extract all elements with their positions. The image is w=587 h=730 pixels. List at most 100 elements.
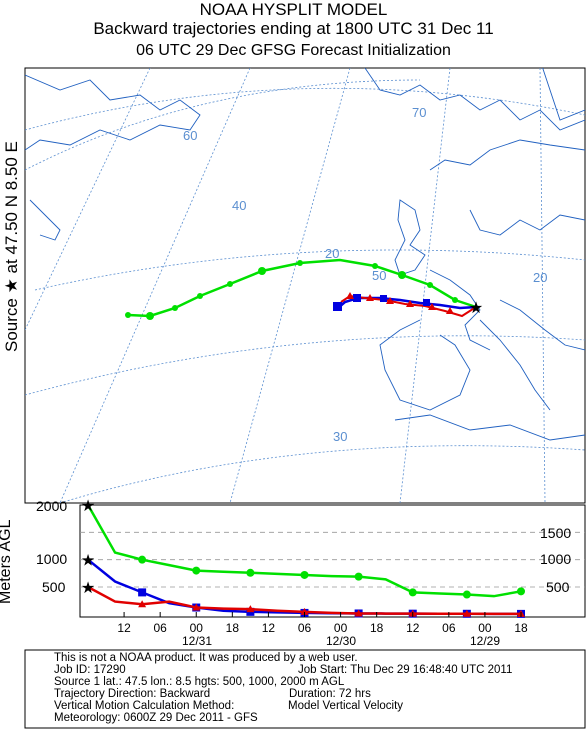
- footer-source: Source 1 lat.: 47.5 lon.: 8.5 hgts: 500,…: [54, 676, 345, 688]
- blue-marker: [353, 294, 361, 302]
- green-marker: [398, 271, 406, 279]
- green-marker: [172, 305, 178, 311]
- trajectory-2000m-markers: [125, 260, 458, 320]
- green-marker: [125, 312, 131, 318]
- green-marker: [372, 263, 378, 269]
- contour-labels: 70 60 40 20 50 20 30: [183, 105, 547, 444]
- contour-label: 20: [325, 246, 339, 261]
- height-point-circle: [300, 570, 309, 579]
- start-star-icon: ★: [81, 553, 95, 570]
- red-marker: [428, 303, 436, 310]
- height-gridlines: [80, 531, 585, 588]
- height-point-circle: [138, 555, 147, 564]
- height-point-triangle: [246, 605, 255, 613]
- map-trajectories: ★: [125, 258, 483, 320]
- footer-direction: Trajectory Direction: Backward: [54, 688, 211, 700]
- green-marker: [227, 281, 233, 287]
- green-marker: [258, 267, 266, 275]
- green-marker: [427, 282, 433, 288]
- x-tick-label: 06: [298, 621, 312, 635]
- height-point-triangle: [354, 609, 363, 617]
- green-marker: [146, 312, 154, 320]
- footer-vertical-value: Model Vertical Velocity: [288, 700, 404, 712]
- blue-marker: [423, 299, 430, 306]
- footer-frame: [24, 649, 586, 729]
- height-point-circle: [408, 588, 417, 597]
- height-point-triangle: [138, 600, 147, 608]
- x-tick-label: 00: [478, 621, 492, 635]
- contour-label: 30: [333, 429, 347, 444]
- x-tick-label: 18: [370, 621, 384, 635]
- contour-label: 60: [183, 128, 197, 143]
- job-info-footer: This is not a NOAA product. It was produ…: [49, 650, 587, 730]
- x-tick-label: 12: [262, 621, 276, 635]
- footer-disclaimer: This is not a NOAA product. It was produ…: [54, 652, 358, 664]
- x-tick-label: 06: [153, 621, 167, 635]
- date-label: 12/30: [326, 634, 356, 648]
- red-marker: [406, 300, 414, 307]
- footer-vertical-label: Vertical Motion Calculation Method:: [54, 700, 235, 712]
- height-point-circle: [192, 566, 201, 575]
- contour-label: 50: [372, 268, 386, 283]
- date-label: 12/29: [470, 634, 500, 648]
- y-left-label: 2000: [36, 498, 67, 514]
- footer-duration: Duration: 72 hrs: [289, 688, 371, 700]
- height-point-circle: [462, 590, 471, 599]
- red-marker: [346, 292, 354, 299]
- height-point-triangle: [300, 607, 309, 615]
- start-star-icon: ★: [81, 498, 95, 515]
- height-point-circle: [517, 587, 525, 596]
- contour-label: 40: [232, 198, 246, 213]
- red-marker: [446, 307, 454, 314]
- trajectory-1000m: [337, 296, 477, 310]
- chart-subtitle: Backward trajectories ending at 1800 UTC…: [93, 19, 494, 38]
- map-panel: 70 60 40 20 50 20 30: [24, 67, 586, 504]
- chart-forecast-line: 06 UTC 29 Dec GFSG Forecast Initializati…: [136, 42, 451, 59]
- footer-meteorology: Meteorology: 0600Z 29 Dec 2011 - GFS: [54, 712, 258, 724]
- trajectory-1000m-markers: [333, 294, 430, 311]
- height-point-triangle: [192, 603, 201, 611]
- y-left-label: 1000: [36, 551, 67, 567]
- green-marker: [197, 293, 203, 299]
- blue-marker: [333, 302, 342, 311]
- coastlines: [25, 68, 585, 441]
- y-right-label: 500: [546, 579, 570, 595]
- height-x-labels: 12 06 00 18 12 06 00 18 12 06 00 18: [117, 621, 528, 635]
- y-left-label: 500: [42, 579, 66, 595]
- green-marker: [297, 260, 303, 266]
- trajectory-500m-markers: [346, 292, 454, 314]
- height-frame: [79, 504, 586, 618]
- green-marker: [452, 297, 458, 303]
- footer-job-id: Job ID: 17290: [54, 664, 126, 676]
- red-marker: [366, 294, 374, 301]
- graticule: [25, 68, 585, 503]
- red-marker: [386, 297, 394, 304]
- x-tick-label: 00: [334, 621, 348, 635]
- x-tick-label: 12: [406, 621, 420, 635]
- chart-title: NOAA HYSPLIT MODEL: [199, 0, 388, 19]
- date-labels: 12/31 12/30 12/29: [182, 634, 500, 648]
- height-point-circle: [246, 568, 255, 577]
- x-tick-label: 12: [117, 621, 131, 635]
- contour-label: 70: [412, 105, 426, 120]
- source-star-icon: ★: [469, 300, 483, 317]
- height-point-triangle: [462, 609, 471, 617]
- height-point-circle: [354, 572, 363, 581]
- height-point-square: [138, 588, 147, 597]
- start-star-icon: ★: [81, 580, 95, 597]
- footer-job-start: Job Start: Thu Dec 29 16:48:40 UTC 2011: [298, 664, 513, 676]
- x-tick-label: 06: [442, 621, 456, 635]
- height-y-labels: 2000 1000 500 1500 1000 500: [36, 498, 571, 595]
- height-panel: ★ ★ ★ 2000 1000 500 1500 1000 500 12 06 00 18…: [36, 498, 586, 648]
- date-label: 12/31: [182, 634, 212, 648]
- contour-label: 20: [533, 270, 547, 285]
- y-right-label: 1000: [540, 551, 571, 567]
- x-tick-label: 00: [190, 621, 204, 635]
- y-right-label: 1500: [540, 525, 571, 541]
- height-x-ticks: [123, 612, 522, 617]
- x-tick-label: 18: [514, 621, 528, 635]
- map-frame: [24, 67, 586, 504]
- blue-marker: [380, 295, 387, 302]
- x-tick-label: 18: [226, 621, 240, 635]
